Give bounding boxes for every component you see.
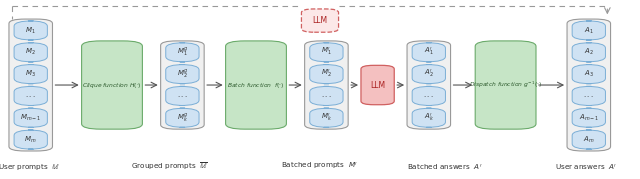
FancyBboxPatch shape bbox=[166, 86, 199, 105]
Text: $A_m$: $A_m$ bbox=[583, 135, 595, 145]
FancyBboxPatch shape bbox=[9, 19, 52, 151]
Text: LLM: LLM bbox=[312, 16, 328, 25]
Text: $...$: $...$ bbox=[424, 93, 434, 99]
Text: $M_{m-1}$: $M_{m-1}$ bbox=[20, 113, 42, 123]
FancyBboxPatch shape bbox=[301, 9, 339, 32]
Text: Batched prompts  $M^{\prime}$: Batched prompts $M^{\prime}$ bbox=[282, 161, 358, 172]
FancyBboxPatch shape bbox=[412, 86, 445, 105]
Text: $A_1^{\prime}$: $A_1^{\prime}$ bbox=[424, 46, 434, 58]
Text: $A_{m-1}$: $A_{m-1}$ bbox=[579, 113, 599, 123]
Text: Grouped prompts  $\overline{\mathbb{M}}$: Grouped prompts $\overline{\mathbb{M}}$ bbox=[131, 160, 208, 172]
FancyBboxPatch shape bbox=[572, 21, 605, 40]
Text: User prompts  $\mathbb{M}$: User prompts $\mathbb{M}$ bbox=[0, 162, 60, 172]
FancyBboxPatch shape bbox=[82, 41, 143, 129]
Text: Dispatch function $g^{-1}(\cdot)$: Dispatch function $g^{-1}(\cdot)$ bbox=[469, 80, 542, 90]
Text: Batch function  $f(\cdot)$: Batch function $f(\cdot)$ bbox=[227, 81, 285, 90]
FancyBboxPatch shape bbox=[305, 41, 348, 129]
Text: Clique function $H(\cdot)$: Clique function $H(\cdot)$ bbox=[82, 81, 142, 90]
Text: $...$: $...$ bbox=[26, 93, 36, 99]
FancyBboxPatch shape bbox=[226, 41, 287, 129]
Text: $M_2^g$: $M_2^g$ bbox=[177, 68, 188, 80]
Text: $M_m$: $M_m$ bbox=[24, 135, 37, 145]
FancyBboxPatch shape bbox=[567, 19, 611, 151]
Text: $A_k^{\prime}$: $A_k^{\prime}$ bbox=[424, 112, 434, 124]
FancyBboxPatch shape bbox=[14, 21, 47, 40]
Text: $A_2$: $A_2$ bbox=[584, 47, 594, 57]
FancyBboxPatch shape bbox=[14, 65, 47, 84]
Text: $M_3$: $M_3$ bbox=[26, 69, 36, 79]
FancyBboxPatch shape bbox=[572, 108, 605, 127]
FancyBboxPatch shape bbox=[412, 43, 445, 62]
Text: $M_k^{\prime}$: $M_k^{\prime}$ bbox=[321, 112, 332, 124]
FancyBboxPatch shape bbox=[310, 108, 343, 127]
FancyBboxPatch shape bbox=[572, 65, 605, 84]
FancyBboxPatch shape bbox=[310, 86, 343, 105]
Text: $M_1^{\prime}$: $M_1^{\prime}$ bbox=[321, 46, 332, 58]
FancyBboxPatch shape bbox=[166, 43, 199, 62]
FancyBboxPatch shape bbox=[361, 65, 394, 105]
Text: Batched answers  $A^{\prime}$: Batched answers $A^{\prime}$ bbox=[407, 162, 483, 172]
FancyBboxPatch shape bbox=[572, 130, 605, 149]
Text: $A_2^{\prime}$: $A_2^{\prime}$ bbox=[424, 68, 434, 80]
FancyBboxPatch shape bbox=[310, 64, 343, 84]
Text: $M_k^g$: $M_k^g$ bbox=[177, 112, 188, 124]
FancyBboxPatch shape bbox=[412, 64, 445, 84]
FancyBboxPatch shape bbox=[14, 108, 47, 127]
Text: $A_3$: $A_3$ bbox=[584, 69, 594, 79]
FancyBboxPatch shape bbox=[14, 86, 47, 105]
FancyBboxPatch shape bbox=[166, 108, 199, 127]
Text: User answers  $A^{\prime}$: User answers $A^{\prime}$ bbox=[554, 162, 617, 172]
Text: $M_2^{\prime}$: $M_2^{\prime}$ bbox=[321, 68, 332, 80]
FancyBboxPatch shape bbox=[476, 41, 536, 129]
FancyBboxPatch shape bbox=[14, 43, 47, 62]
Text: $...$: $...$ bbox=[584, 93, 594, 99]
FancyBboxPatch shape bbox=[572, 43, 605, 62]
Text: $...$: $...$ bbox=[177, 93, 188, 99]
Text: $M_1^g$: $M_1^g$ bbox=[177, 46, 188, 58]
Text: $...$: $...$ bbox=[321, 93, 332, 99]
FancyBboxPatch shape bbox=[412, 108, 445, 127]
FancyBboxPatch shape bbox=[572, 86, 605, 105]
FancyBboxPatch shape bbox=[407, 41, 451, 129]
FancyBboxPatch shape bbox=[161, 41, 204, 129]
Text: $M_2$: $M_2$ bbox=[26, 47, 36, 57]
FancyBboxPatch shape bbox=[310, 43, 343, 62]
FancyBboxPatch shape bbox=[166, 64, 199, 84]
Text: $M_1$: $M_1$ bbox=[26, 25, 36, 35]
FancyBboxPatch shape bbox=[14, 130, 47, 149]
Text: $A_1$: $A_1$ bbox=[584, 25, 594, 35]
Text: LLM: LLM bbox=[370, 81, 385, 90]
